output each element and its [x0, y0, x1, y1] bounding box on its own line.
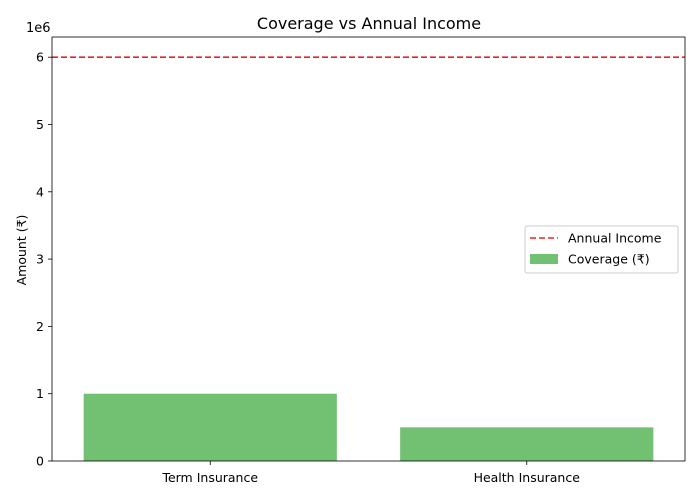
chart-title: Coverage vs Annual Income [257, 14, 481, 33]
legend-frame [524, 225, 679, 274]
plot-area: Term Insurance Health Insurance 0 1 2 3 4 5 6 [36, 36, 686, 485]
bar-health-insurance [400, 427, 654, 461]
legend-annual-income-label: Annual Income [568, 231, 662, 246]
y-tick-label: 6 [36, 50, 44, 65]
bar-term-insurance [83, 393, 337, 461]
y-tick-label: 4 [36, 184, 44, 199]
y-axis-label: Amount (₹) [14, 215, 29, 286]
y-tick-label: 0 [36, 454, 44, 469]
axes-frame [51, 36, 686, 462]
y-tick-label: 3 [36, 252, 44, 267]
legend: Annual Income Coverage (₹) [524, 225, 679, 274]
y-tick-label: 2 [36, 319, 44, 334]
y-tick-label: 1 [36, 386, 44, 401]
x-tick-label: Term Insurance [161, 470, 258, 485]
legend-coverage-label: Coverage (₹) [568, 252, 650, 267]
legend-coverage-swatch [530, 254, 558, 264]
y-offset-label: 1e6 [26, 21, 51, 36]
x-tick-label: Health Insurance [474, 470, 581, 485]
y-tick-label: 5 [36, 117, 44, 132]
